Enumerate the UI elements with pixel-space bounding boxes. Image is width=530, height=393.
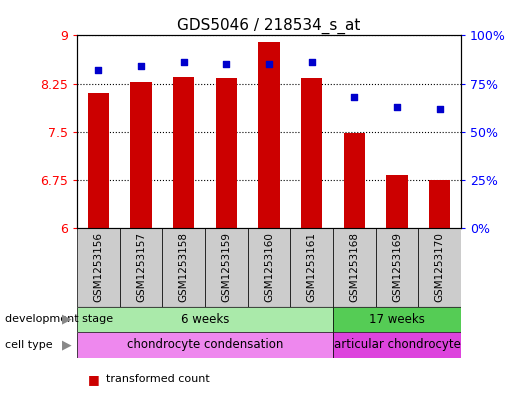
Point (222, 61, 231, 67)
Text: GSM1253157: GSM1253157 (136, 232, 146, 302)
Bar (77, 307, 333, 332)
Text: articular chondrocyte: articular chondrocyte (333, 338, 461, 351)
Text: GSM1253156: GSM1253156 (93, 232, 103, 302)
Point (307, 59, 316, 66)
Text: 17 weeks: 17 weeks (369, 313, 425, 326)
Text: GSM1253160: GSM1253160 (264, 232, 274, 302)
Text: cell type: cell type (5, 340, 53, 350)
Bar (77, 228, 120, 307)
Text: GSM1253169: GSM1253169 (392, 232, 402, 302)
Bar (120, 228, 162, 307)
Bar (290, 228, 333, 307)
Bar (130, 82, 152, 228)
Text: ■: ■ (87, 392, 99, 393)
Text: ▶: ▶ (62, 338, 72, 351)
Bar (162, 228, 205, 307)
Point (265, 61, 273, 67)
Text: ▶: ▶ (62, 313, 72, 326)
Text: GSM1253168: GSM1253168 (349, 232, 359, 302)
Point (94, 67, 102, 73)
Text: GSM1253161: GSM1253161 (307, 232, 316, 302)
Bar (333, 332, 461, 358)
Bar (429, 180, 450, 228)
Text: GSM1253170: GSM1253170 (435, 232, 445, 302)
Text: development stage: development stage (5, 314, 113, 324)
Bar (216, 78, 237, 228)
Bar (77, 332, 333, 358)
Point (393, 103, 401, 110)
Point (137, 63, 145, 69)
Bar (173, 77, 195, 228)
Point (436, 105, 444, 112)
Bar (386, 175, 408, 228)
Bar (333, 228, 376, 307)
Point (350, 94, 359, 100)
Text: 6 weeks: 6 weeks (181, 313, 229, 326)
Bar (376, 228, 418, 307)
Point (179, 59, 188, 66)
Text: chondrocyte condensation: chondrocyte condensation (127, 338, 283, 351)
Text: GSM1253158: GSM1253158 (179, 232, 189, 302)
Bar (333, 307, 461, 332)
Bar (248, 228, 290, 307)
Bar (205, 228, 248, 307)
Bar (87, 93, 109, 228)
Text: transformed count: transformed count (106, 374, 210, 384)
Bar (258, 42, 280, 228)
Title: GDS5046 / 218534_s_at: GDS5046 / 218534_s_at (178, 18, 360, 34)
Bar (301, 78, 322, 228)
Bar (343, 133, 365, 228)
Text: GSM1253159: GSM1253159 (222, 232, 231, 302)
Text: ■: ■ (87, 373, 99, 386)
Bar (418, 228, 461, 307)
